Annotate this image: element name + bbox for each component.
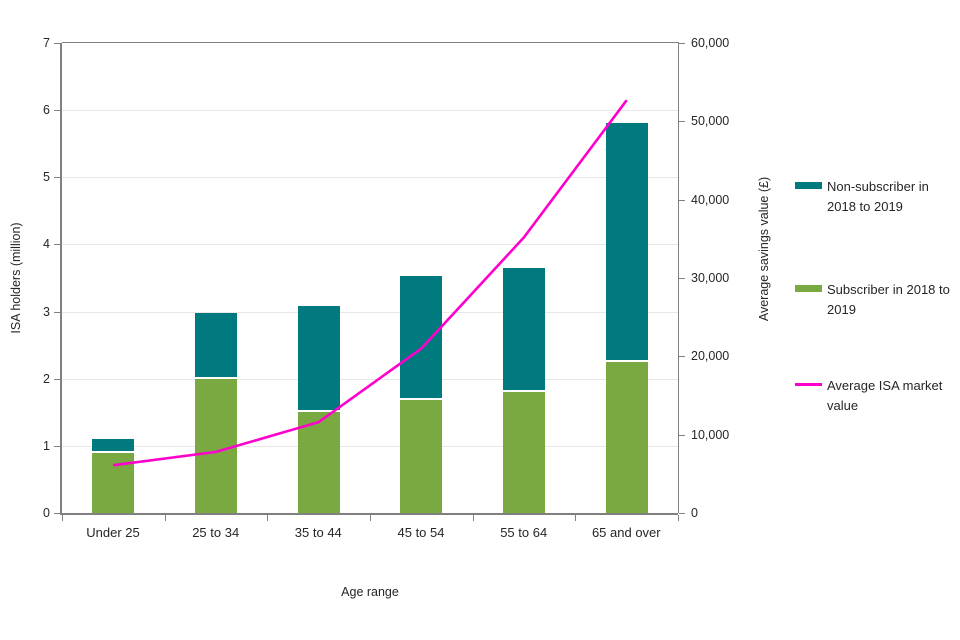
x-tick-mark [370, 515, 371, 521]
left-tick-label: 1 [43, 438, 50, 453]
left-tick-label: 6 [43, 103, 50, 118]
right-tick-mark [679, 43, 685, 44]
legend-item-subscriber: Subscriber in 2018 to 2019 [795, 280, 959, 320]
bar-segment-subscriber [605, 361, 648, 513]
left-tick-mark [54, 177, 60, 179]
x-tick-label: 45 to 54 [397, 525, 445, 540]
gridline [62, 244, 678, 246]
legend-label: Average ISA market value [827, 378, 943, 413]
right-tick-mark [679, 513, 685, 514]
x-tick-mark [575, 515, 577, 521]
subscriber-swatch-icon [795, 285, 822, 292]
x-tick-mark [62, 515, 63, 521]
x-tick-label: 65 and over [591, 525, 661, 540]
right-tick-mark [679, 278, 685, 279]
gridline [62, 311, 678, 313]
right-axis-line [678, 42, 679, 513]
left-tick-label: 7 [43, 36, 50, 50]
bar-segment-non-subscriber [195, 312, 237, 377]
left-tick-mark [54, 378, 60, 380]
top-plot-border [62, 42, 679, 43]
line-swatch-icon [795, 383, 822, 386]
left-tick-label: 2 [43, 371, 50, 386]
left-axis-title: ISA holders (million) [9, 222, 23, 334]
plot-area [62, 43, 678, 513]
legend: Non-subscriber in 2018 to 2019 Subscribe… [795, 0, 960, 640]
bar-segment-non-subscriber [503, 267, 545, 391]
left-tick-mark [54, 445, 60, 447]
x-tick-label: 25 to 34 [192, 525, 240, 540]
left-tick-label: 3 [43, 304, 50, 319]
x-tick-mark [267, 515, 269, 521]
right-tick-label: 20,000 [691, 349, 730, 364]
x-tick-mark [472, 515, 474, 521]
right-tick-mark [679, 199, 685, 201]
gridline [62, 177, 678, 179]
x-tick-mark [678, 515, 679, 521]
left-tick-mark [54, 110, 60, 112]
left-tick-mark [54, 311, 60, 313]
legend-item-non-subscriber: Non-subscriber in 2018 to 2019 [795, 177, 959, 217]
left-tick-label: 0 [43, 506, 50, 520]
gridline [62, 378, 678, 380]
bar-segment-non-subscriber [92, 438, 135, 451]
average-isa-market-value-line [113, 99, 628, 467]
right-tick-label: 40,000 [691, 192, 730, 207]
bar-segment-subscriber [297, 412, 340, 513]
left-tick-mark [54, 244, 60, 246]
bottom-axis-line [60, 513, 678, 515]
x-tick-label: 55 to 64 [500, 525, 548, 540]
left-axis-line [60, 43, 62, 515]
non-subscriber-swatch-icon [795, 182, 822, 189]
bar-segment-subscriber [400, 400, 443, 513]
gridline [62, 110, 678, 112]
left-tick-label: 4 [43, 237, 50, 252]
bar-segment-non-subscriber [400, 276, 443, 399]
legend-label: Non-subscriber in 2018 to 2019 [827, 179, 929, 214]
legend-label: Subscriber in 2018 to 2019 [827, 282, 950, 317]
bar-segment-subscriber [503, 392, 545, 513]
gridline [62, 445, 678, 447]
right-tick-label: 30,000 [691, 271, 730, 285]
bar-segment-non-subscriber [605, 122, 648, 360]
right-tick-label: 10,000 [691, 427, 730, 442]
right-tick-mark [679, 121, 685, 123]
left-tick-mark [54, 513, 60, 514]
bar-segment-non-subscriber [297, 306, 340, 411]
x-tick-mark [164, 515, 166, 521]
x-tick-label: 35 to 44 [294, 525, 342, 540]
x-tick-label: Under 25 [86, 525, 140, 540]
legend-item-average-line: Average ISA market value [795, 376, 959, 416]
right-tick-mark [679, 356, 685, 358]
right-axis-title: Average savings value (£) [757, 176, 771, 322]
left-tick-label: 5 [43, 170, 50, 185]
right-tick-label: 60,000 [691, 36, 730, 50]
right-tick-label: 0 [691, 506, 698, 520]
left-tick-mark [54, 43, 60, 44]
right-tick-mark [679, 434, 685, 436]
right-tick-label: 50,000 [691, 114, 730, 129]
bar-segment-subscriber [195, 378, 237, 513]
x-axis-title: Age range [341, 585, 399, 599]
